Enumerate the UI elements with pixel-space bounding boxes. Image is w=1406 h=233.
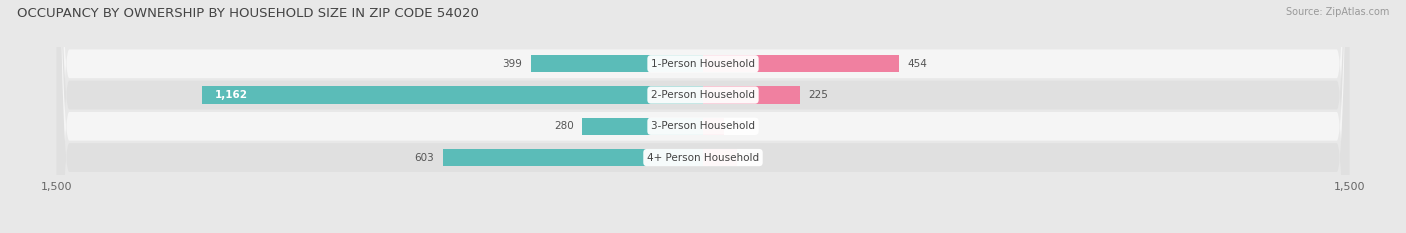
Text: 78: 78 — [745, 153, 758, 163]
Text: 399: 399 — [502, 59, 523, 69]
Bar — [582, 118, 703, 135]
Text: 603: 603 — [415, 153, 434, 163]
Text: 454: 454 — [907, 59, 927, 69]
FancyBboxPatch shape — [56, 0, 1350, 233]
Text: 3-Person Household: 3-Person Household — [651, 121, 755, 131]
FancyBboxPatch shape — [56, 0, 1350, 233]
Text: OCCUPANCY BY OWNERSHIP BY HOUSEHOLD SIZE IN ZIP CODE 54020: OCCUPANCY BY OWNERSHIP BY HOUSEHOLD SIZE… — [17, 7, 479, 20]
Text: 49: 49 — [733, 121, 747, 131]
Bar — [202, 86, 703, 104]
Bar — [703, 118, 724, 135]
FancyBboxPatch shape — [56, 0, 1350, 233]
Text: 1-Person Household: 1-Person Household — [651, 59, 755, 69]
Bar — [703, 149, 737, 166]
FancyBboxPatch shape — [56, 0, 1350, 233]
Text: Source: ZipAtlas.com: Source: ZipAtlas.com — [1285, 7, 1389, 17]
Text: 2-Person Household: 2-Person Household — [651, 90, 755, 100]
Legend: Owner-occupied, Renter-occupied: Owner-occupied, Renter-occupied — [583, 229, 823, 233]
Text: 280: 280 — [554, 121, 574, 131]
Bar — [531, 55, 703, 72]
Text: 4+ Person Household: 4+ Person Household — [647, 153, 759, 163]
Text: 225: 225 — [808, 90, 828, 100]
Text: 1,162: 1,162 — [215, 90, 247, 100]
Bar — [443, 149, 703, 166]
Bar — [703, 55, 898, 72]
Bar — [703, 86, 800, 104]
